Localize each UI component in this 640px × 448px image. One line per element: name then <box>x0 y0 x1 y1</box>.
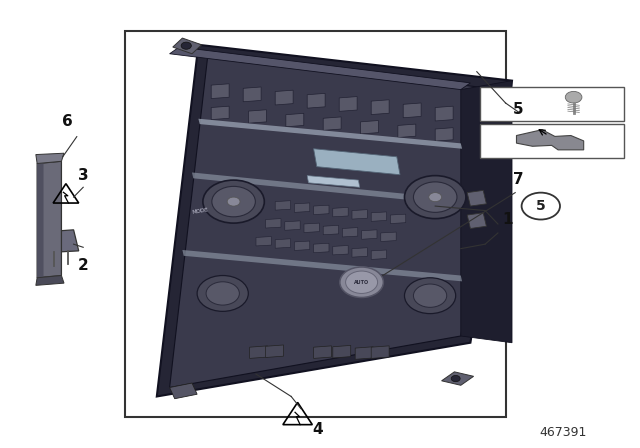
Text: 4: 4 <box>312 422 323 437</box>
Polygon shape <box>371 212 387 221</box>
Polygon shape <box>37 163 44 278</box>
Polygon shape <box>211 84 229 99</box>
Polygon shape <box>352 248 367 257</box>
Polygon shape <box>333 246 348 255</box>
Polygon shape <box>442 372 474 385</box>
Polygon shape <box>170 383 197 399</box>
Polygon shape <box>275 201 291 210</box>
Polygon shape <box>170 47 470 90</box>
Polygon shape <box>314 149 400 175</box>
Circle shape <box>565 91 582 103</box>
Text: 467391: 467391 <box>540 426 587 439</box>
Text: 6: 6 <box>62 114 72 129</box>
Text: 2: 2 <box>78 258 88 273</box>
Polygon shape <box>333 207 348 217</box>
Polygon shape <box>36 276 64 285</box>
Polygon shape <box>314 243 329 253</box>
Polygon shape <box>198 119 462 149</box>
Polygon shape <box>467 213 486 228</box>
Polygon shape <box>467 190 486 206</box>
Polygon shape <box>371 250 387 259</box>
Circle shape <box>181 42 191 49</box>
Polygon shape <box>307 176 360 187</box>
Polygon shape <box>243 87 261 102</box>
Polygon shape <box>461 81 512 343</box>
FancyBboxPatch shape <box>125 31 506 417</box>
Text: AUTO: AUTO <box>354 280 369 285</box>
Polygon shape <box>390 214 406 224</box>
Circle shape <box>404 278 456 314</box>
Circle shape <box>346 271 378 293</box>
Polygon shape <box>314 205 329 215</box>
Polygon shape <box>294 241 310 250</box>
Polygon shape <box>250 346 268 358</box>
Polygon shape <box>304 223 319 233</box>
Polygon shape <box>314 346 332 358</box>
Polygon shape <box>362 230 377 239</box>
Polygon shape <box>371 346 389 358</box>
Polygon shape <box>275 239 291 248</box>
Polygon shape <box>307 93 325 108</box>
Text: 1: 1 <box>502 212 513 227</box>
Polygon shape <box>435 128 453 141</box>
FancyBboxPatch shape <box>480 87 624 121</box>
Polygon shape <box>355 347 373 359</box>
Polygon shape <box>398 124 416 138</box>
Circle shape <box>212 186 255 217</box>
Circle shape <box>413 284 447 307</box>
Polygon shape <box>339 97 357 112</box>
Text: 5: 5 <box>513 102 524 117</box>
Text: 7: 7 <box>513 172 524 187</box>
Circle shape <box>413 182 457 212</box>
Polygon shape <box>192 172 462 205</box>
Circle shape <box>206 282 239 305</box>
Polygon shape <box>182 250 462 281</box>
Polygon shape <box>266 219 281 228</box>
Circle shape <box>227 197 240 206</box>
Polygon shape <box>36 153 64 164</box>
Polygon shape <box>256 237 271 246</box>
Polygon shape <box>170 54 499 388</box>
Polygon shape <box>286 113 304 127</box>
Polygon shape <box>360 121 378 134</box>
Circle shape <box>429 193 442 202</box>
Polygon shape <box>371 100 389 115</box>
Polygon shape <box>173 38 202 54</box>
Polygon shape <box>323 225 339 235</box>
Circle shape <box>340 267 383 297</box>
Circle shape <box>404 176 466 219</box>
Polygon shape <box>323 117 341 130</box>
Polygon shape <box>211 106 229 120</box>
FancyBboxPatch shape <box>480 124 624 158</box>
Polygon shape <box>435 106 453 121</box>
Polygon shape <box>403 103 421 118</box>
Polygon shape <box>342 228 358 237</box>
Circle shape <box>451 375 460 382</box>
Polygon shape <box>37 161 61 278</box>
Polygon shape <box>333 345 351 358</box>
Text: 5: 5 <box>536 199 546 213</box>
Polygon shape <box>157 45 512 396</box>
Text: MODE: MODE <box>192 207 209 215</box>
Circle shape <box>197 276 248 311</box>
Polygon shape <box>294 203 310 212</box>
Polygon shape <box>248 110 266 123</box>
Polygon shape <box>352 210 367 219</box>
Polygon shape <box>285 221 300 230</box>
Polygon shape <box>381 232 396 241</box>
Polygon shape <box>266 345 284 358</box>
Polygon shape <box>275 90 293 105</box>
Polygon shape <box>48 230 79 252</box>
Polygon shape <box>516 130 584 150</box>
Circle shape <box>203 180 264 223</box>
Text: 3: 3 <box>78 168 88 183</box>
